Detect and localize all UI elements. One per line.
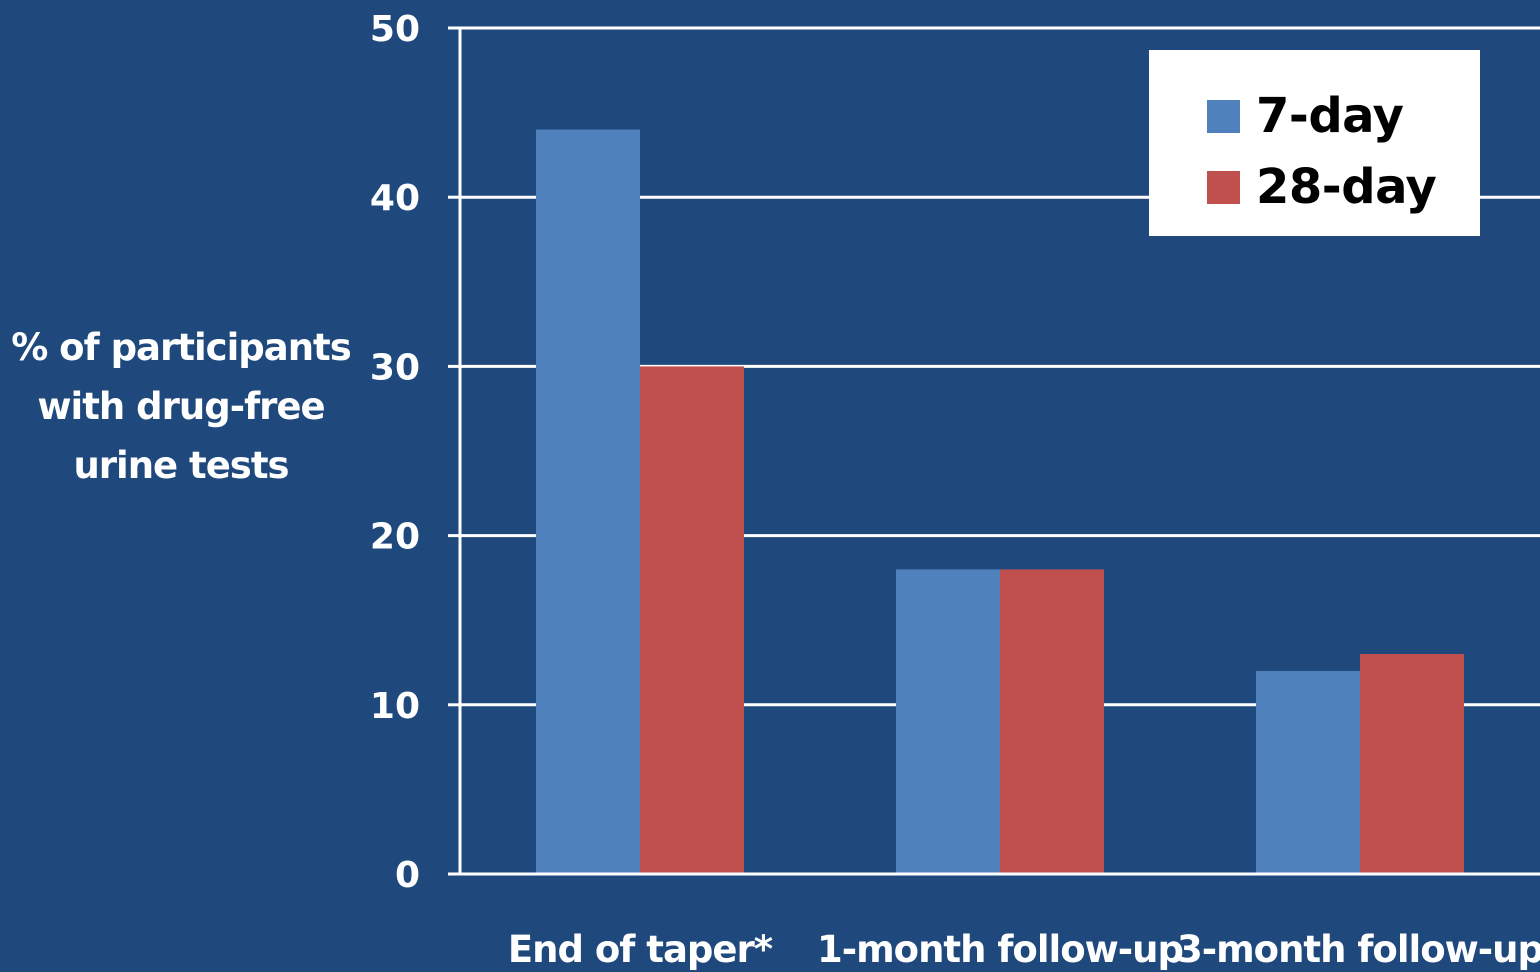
y-tick-label-20: 20: [370, 517, 420, 558]
bar-28-day-3: [1360, 654, 1464, 874]
y-tick-label-0: 0: [395, 855, 420, 896]
y-axis-label: % of participants with drug-free urine t…: [6, 318, 356, 495]
y-tick-label-30: 30: [370, 347, 420, 388]
bar-7-day-1: [536, 129, 640, 874]
legend-item-7-day: 7-day: [1207, 86, 1404, 146]
bar-7-day-3: [1256, 670, 1360, 874]
bar-7-day-2: [896, 569, 1000, 874]
bar-28-day-1: [640, 366, 744, 874]
x-tick-label-2: 1-month follow-up: [817, 928, 1183, 971]
y-axis-label-line-2: with drug-free: [37, 385, 325, 428]
x-tick-label-3: 3-month follow-up: [1177, 928, 1540, 971]
bar-28-day-2: [1000, 569, 1104, 874]
y-axis-label-line-3: urine tests: [73, 444, 289, 487]
legend-item-28-day: 28-day: [1207, 157, 1437, 217]
y-tick-label-50: 50: [370, 9, 420, 50]
y-tick-label-10: 10: [370, 686, 420, 727]
legend-label-28-day: 28-day: [1256, 159, 1437, 215]
legend-label-7-day: 7-day: [1256, 88, 1404, 144]
legend-swatch-7-day: [1207, 99, 1240, 133]
y-tick-label-40: 40: [370, 178, 420, 219]
legend: 7-day 28-day: [1149, 50, 1480, 236]
legend-swatch-28-day: [1207, 170, 1240, 204]
y-axis-label-line-1: % of participants: [11, 326, 352, 369]
x-tick-label-1: End of taper*: [508, 928, 773, 971]
